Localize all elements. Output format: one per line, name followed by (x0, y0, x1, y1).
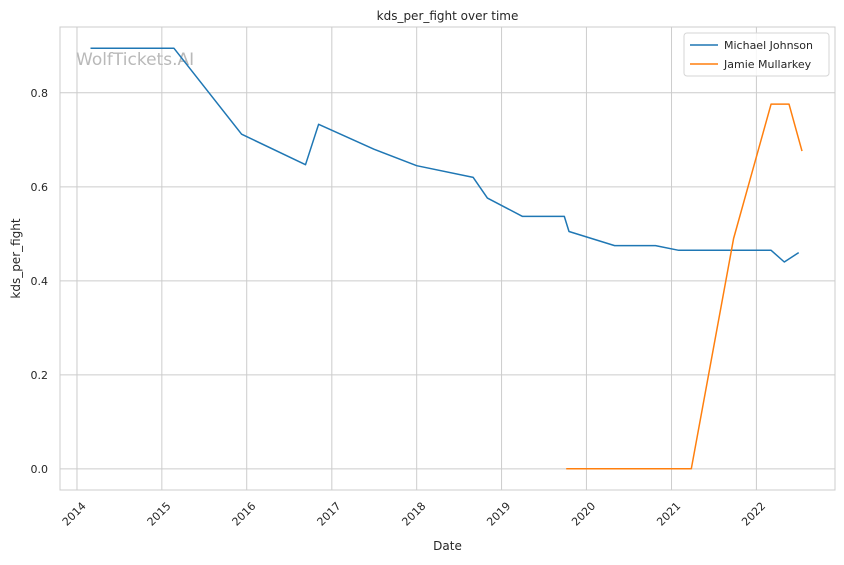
legend-box (683, 32, 830, 77)
legend: Michael Johnson Jamie Mullarkey (683, 32, 830, 77)
y-tick-label: 0.0 (31, 463, 49, 476)
legend-label-michael-johnson: Michael Johnson (724, 39, 813, 52)
legend-label-jamie-mullarkey: Jamie Mullarkey (723, 58, 812, 71)
series-line-michael-johnson (90, 47, 800, 263)
y-tick-label: 0.8 (31, 87, 49, 100)
x-tick-label: 2017 (315, 500, 344, 529)
x-axis-ticks: 2014 2015 2016 2017 2018 2019 2020 2021 2022 (60, 500, 768, 529)
watermark: WolfTickets.AI (76, 50, 194, 70)
x-tick-label: 2016 (230, 500, 259, 529)
chart-title: kds_per_fight over time (377, 9, 519, 23)
grid (60, 27, 835, 490)
x-tick-label: 2015 (145, 500, 174, 529)
x-tick-label: 2014 (60, 500, 89, 529)
x-tick-label: 2022 (739, 500, 768, 529)
series-lines (90, 47, 803, 470)
y-tick-label: 0.2 (31, 369, 49, 382)
x-tick-label: 2019 (484, 500, 513, 529)
y-axis-label: kds_per_fight (9, 218, 23, 299)
x-tick-label: 2021 (654, 500, 683, 529)
y-tick-label: 0.4 (31, 275, 49, 288)
y-axis-ticks: 0.0 0.2 0.4 0.6 0.8 (31, 87, 49, 476)
x-axis-label: Date (433, 539, 462, 553)
series-line-jamie-mullarkey (566, 103, 803, 470)
x-tick-label: 2020 (569, 500, 598, 529)
x-tick-label: 2018 (399, 500, 428, 529)
plot-frame (59, 26, 836, 491)
y-tick-label: 0.6 (31, 181, 49, 194)
